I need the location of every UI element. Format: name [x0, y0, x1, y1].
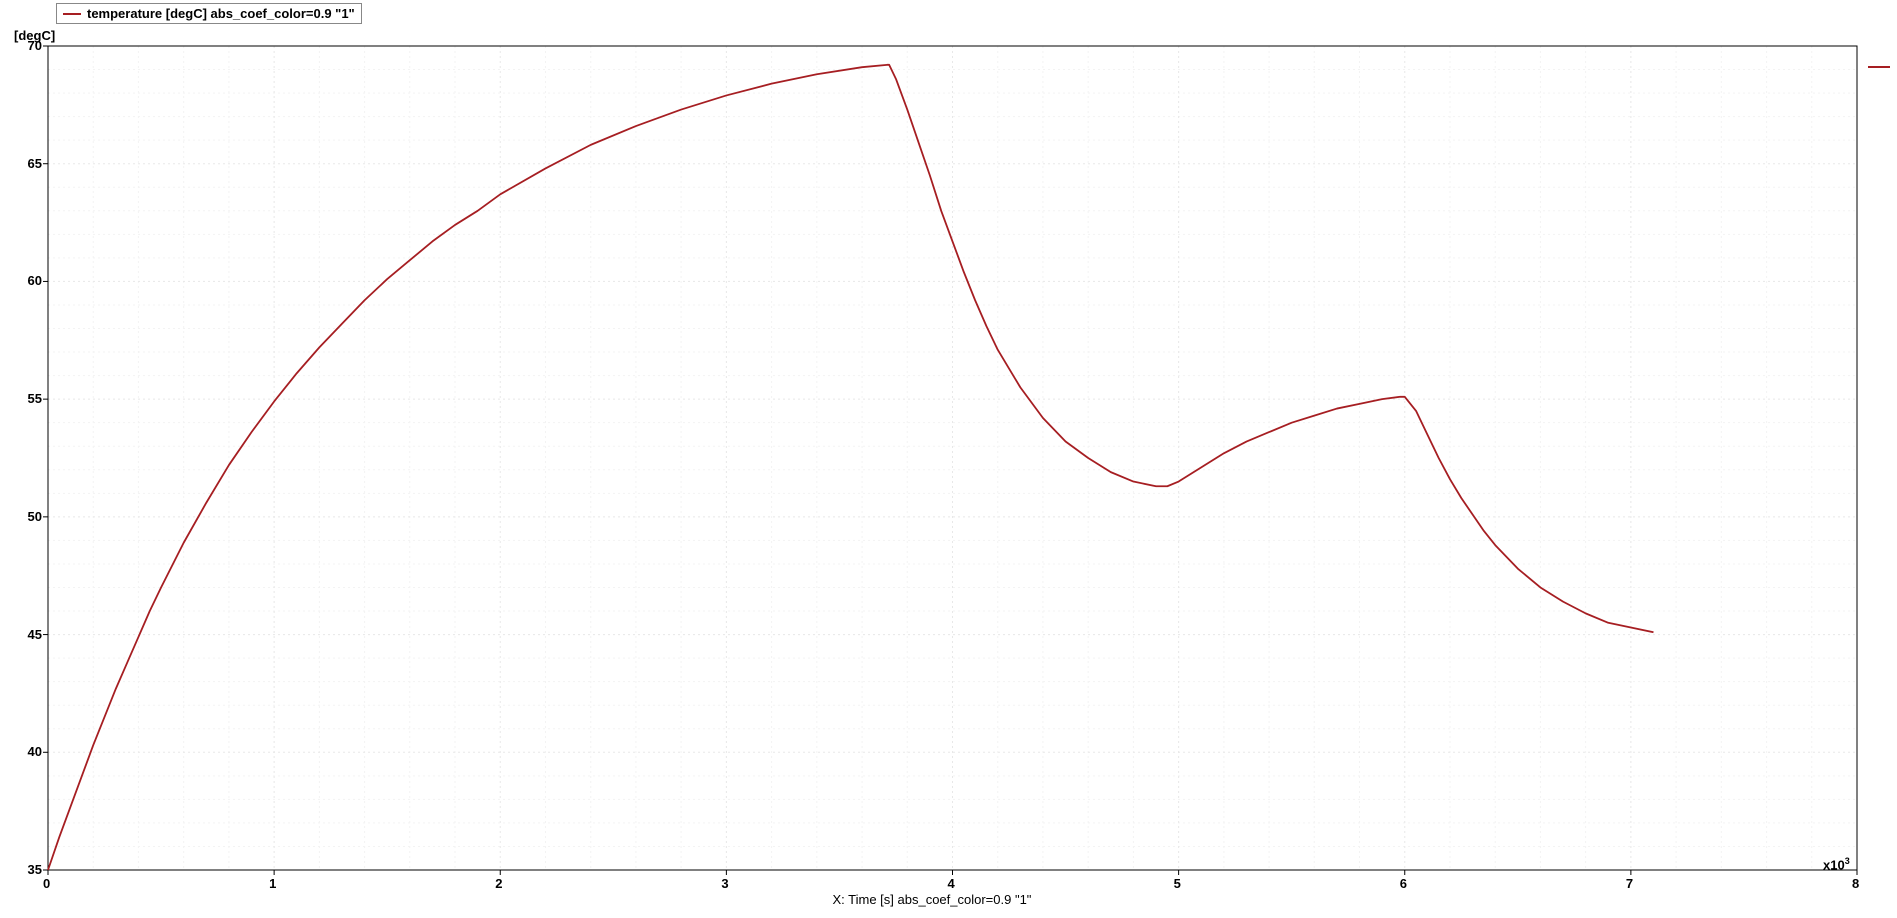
x-tick-label: 6 — [1400, 876, 1407, 891]
x-tick-label: 4 — [948, 876, 955, 891]
x-tick-label: 1 — [269, 876, 276, 891]
y-tick-label: 70 — [28, 38, 42, 53]
x-tick-label: 3 — [721, 876, 728, 891]
x-axis-suffix: x103 — [1823, 856, 1850, 872]
x-tick-label: 8 — [1852, 876, 1859, 891]
x-suffix-text: x10 — [1823, 857, 1845, 872]
y-tick-label: 60 — [28, 273, 42, 288]
x-axis-title: X: Time [s] abs_coef_color=0.9 "1" — [833, 892, 1032, 907]
series-marker-right — [1868, 66, 1890, 68]
x-tick-label: 0 — [43, 876, 50, 891]
y-tick-label: 65 — [28, 156, 42, 171]
y-tick-label: 35 — [28, 862, 42, 877]
y-tick-label: 55 — [28, 391, 42, 406]
y-tick-label: 40 — [28, 744, 42, 759]
chart-container: temperature [degC] abs_coef_color=0.9 "1… — [0, 0, 1897, 918]
x-tick-label: 5 — [1174, 876, 1181, 891]
x-tick-label: 7 — [1626, 876, 1633, 891]
y-tick-label: 50 — [28, 509, 42, 524]
chart-svg — [0, 0, 1897, 918]
y-tick-label: 45 — [28, 627, 42, 642]
x-tick-label: 2 — [495, 876, 502, 891]
